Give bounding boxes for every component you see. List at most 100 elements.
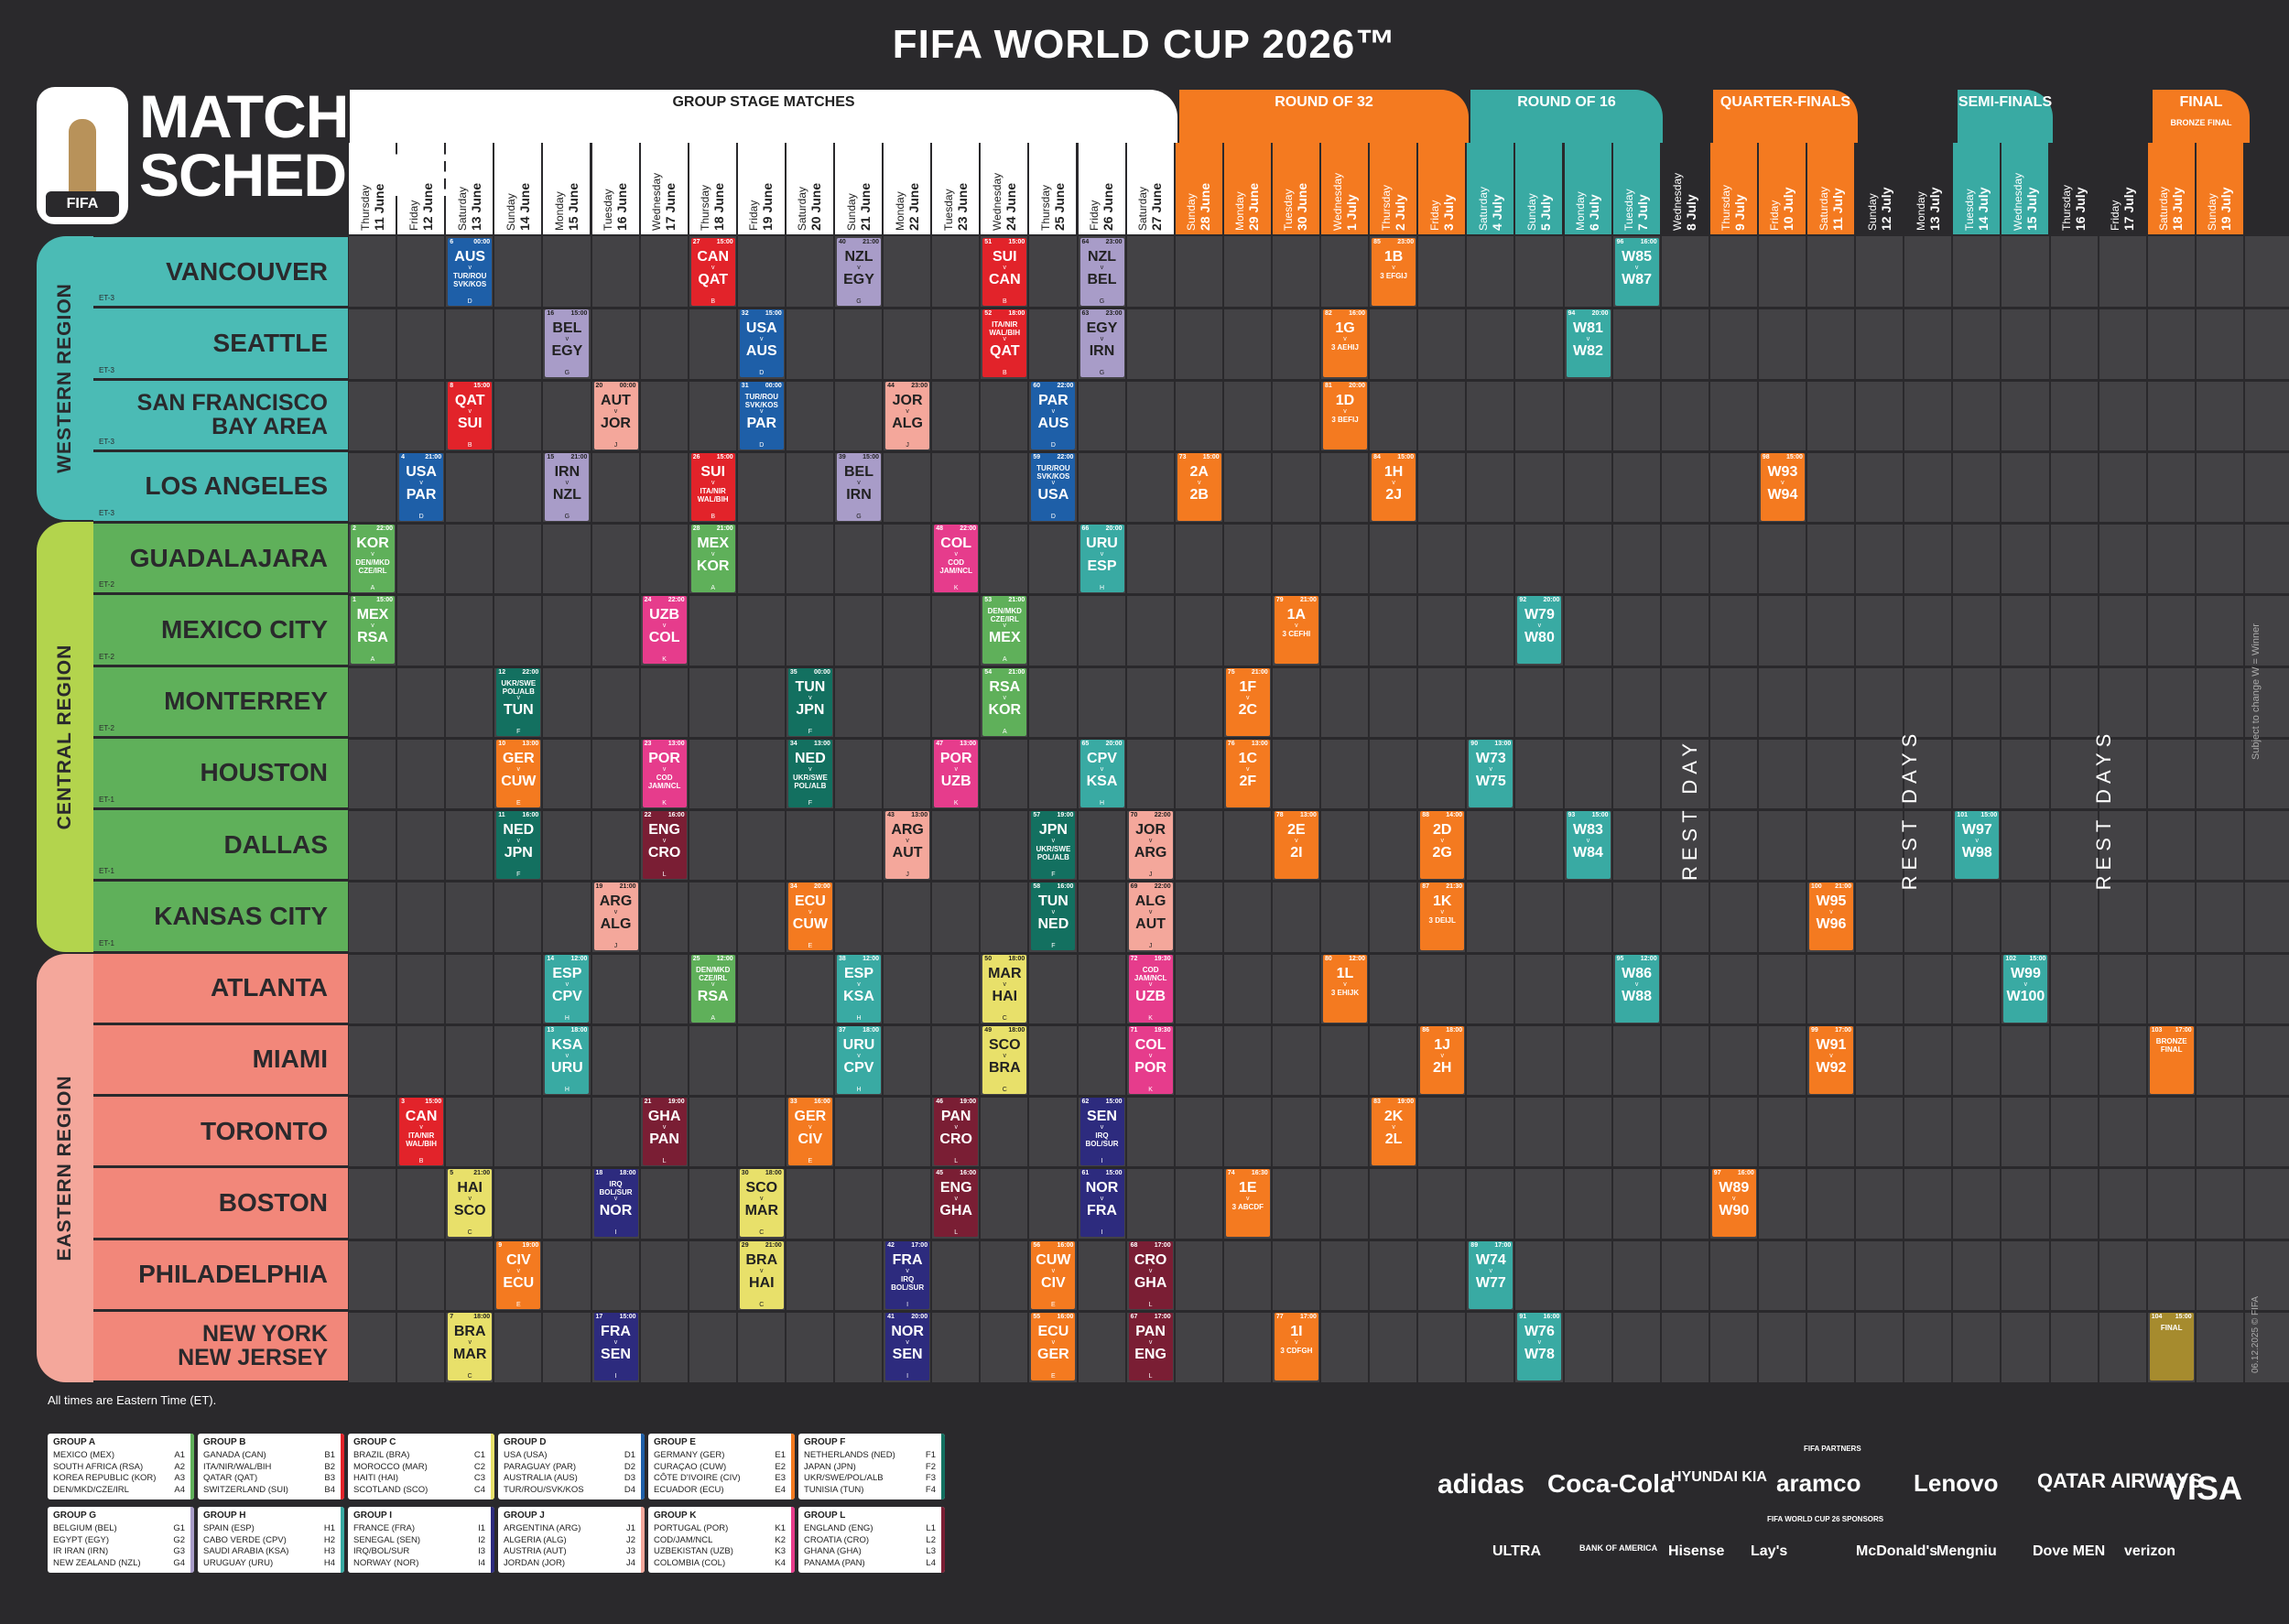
- match-cell[interactable]: 43 13:00 ARG v AUT J: [885, 811, 930, 879]
- match-cell[interactable]: 86 18:00 1J v 2H: [1420, 1025, 1465, 1094]
- match-cell[interactable]: 68 17:00 CRO v GHA L: [1128, 1240, 1173, 1309]
- match-cell[interactable]: 5 21:00 HAI v SCO C: [448, 1169, 493, 1238]
- match-cell[interactable]: 55 16:00 ECU v GER E: [1031, 1312, 1076, 1380]
- match-cell[interactable]: 40 21:00 NZL v EGY G: [837, 238, 881, 306]
- match-cell[interactable]: 4 21:00 USA v PAR D: [399, 452, 444, 521]
- match-cell[interactable]: 75 21:00 1F v 2C: [1225, 667, 1270, 736]
- match-cell[interactable]: 56 16:00 CUW v CIV E: [1031, 1240, 1076, 1309]
- match-cell[interactable]: 69 22:00 ALG v AUT J: [1128, 882, 1173, 951]
- match-cell[interactable]: 16 15:00 BEL v EGY G: [545, 309, 590, 378]
- match-cell[interactable]: 62 15:00 SEN v IRQ BOL/SUR I: [1079, 1098, 1124, 1165]
- match-cell[interactable]: 19 21:00 ARG v ALG J: [593, 882, 638, 951]
- match-cell[interactable]: 71 19:30 COL v POR K: [1128, 1025, 1173, 1094]
- match-cell[interactable]: 95 12:00 W86 v W88: [1614, 954, 1659, 1023]
- match-cell[interactable]: 27 15:00 CAN v QAT B: [690, 238, 735, 306]
- match-cell[interactable]: 2 22:00 KOR v DEN/MKD CZE/IRL A: [351, 525, 395, 592]
- match-cell[interactable]: 82 16:00 1G v 3 AEHIJ: [1323, 309, 1367, 378]
- match-cell[interactable]: 39 15:00 BEL v IRN G: [837, 452, 881, 521]
- match-cell[interactable]: 37 18:00 URU v CPV H: [837, 1025, 881, 1094]
- match-cell[interactable]: 64 23:00 NZL v BEL G: [1079, 238, 1124, 306]
- match-cell[interactable]: 31 00:00 TUR/ROU SVK/KOS v PAR D: [739, 381, 784, 449]
- match-cell[interactable]: 21 19:00 GHA v PAN L: [642, 1098, 687, 1165]
- match-cell[interactable]: 74 16:30 1E v 3 ABCDF: [1225, 1169, 1270, 1238]
- match-cell[interactable]: 90 13:00 W73 v W75: [1469, 739, 1513, 807]
- match-cell[interactable]: 51 15:00 SUI v CAN B: [982, 238, 1027, 306]
- match-cell[interactable]: 100 21:00 W95 v W96: [1809, 882, 1853, 951]
- match-cell[interactable]: 98 15:00 W93 v W94: [1760, 452, 1805, 521]
- match-cell[interactable]: 85 23:00 1B v 3 EFGIJ: [1372, 238, 1416, 306]
- match-cell[interactable]: 73 15:00 2A v 2B: [1177, 452, 1221, 521]
- match-cell[interactable]: 93 15:00 W83 v W84: [1566, 811, 1611, 879]
- match-cell[interactable]: 66 20:00 URU v ESP H: [1079, 525, 1124, 592]
- match-cell[interactable]: 45 16:00 ENG v GHA L: [934, 1169, 979, 1238]
- match-cell[interactable]: 101 15:00 W97 v W98: [1955, 811, 2000, 879]
- match-cell[interactable]: 38 12:00 ESP v KSA H: [837, 954, 881, 1023]
- match-cell[interactable]: 3 15:00 CAN v ITA/NIR WAL/BIH B: [399, 1098, 444, 1165]
- match-cell[interactable]: 94 20:00 W81 v W82: [1566, 309, 1611, 378]
- match-cell[interactable]: 50 18:00 MAR v HAI C: [982, 954, 1027, 1023]
- match-cell[interactable]: 88 14:00 2D v 2G: [1420, 811, 1465, 879]
- match-cell[interactable]: 63 23:00 EGY v IRN G: [1079, 309, 1124, 378]
- match-cell[interactable]: 8 15:00 QAT v SUI B: [448, 381, 493, 449]
- match-cell[interactable]: 20 00:00 AUT v JOR J: [593, 381, 638, 449]
- match-cell[interactable]: 12 22:00 UKR/SWE POL/ALB v TUN F: [496, 667, 541, 736]
- match-cell[interactable]: 28 21:00 MEX v KOR A: [690, 525, 735, 592]
- match-cell[interactable]: 23 13:00 POR v COD JAM/NCL K: [642, 739, 687, 807]
- match-cell[interactable]: 92 20:00 W79 v W80: [1517, 596, 1562, 665]
- match-cell[interactable]: 76 13:00 1C v 2F: [1225, 739, 1270, 807]
- match-cell[interactable]: 35 00:00 TUN v JPN F: [787, 667, 832, 736]
- match-cell[interactable]: 60 22:00 PAR v AUS D: [1031, 381, 1076, 449]
- match-cell[interactable]: 65 20:00 CPV v KSA H: [1079, 739, 1124, 807]
- match-cell[interactable]: 83 19:00 2K v 2L: [1372, 1098, 1416, 1165]
- match-cell[interactable]: 6 00:00 AUS v TUR/ROU SVK/KOS D: [448, 238, 493, 306]
- match-cell[interactable]: 11 16:00 NED v JPN F: [496, 811, 541, 879]
- match-cell[interactable]: 10 13:00 GER v CUW E: [496, 739, 541, 807]
- match-cell[interactable]: 15 21:00 IRN v NZL G: [545, 452, 590, 521]
- match-cell[interactable]: 72 19:30 COD JAM/NCL v UZB K: [1128, 954, 1173, 1023]
- match-cell[interactable]: 80 12:00 1L v 3 EHIJK: [1323, 954, 1367, 1023]
- match-cell[interactable]: 49 18:00 SCO v BRA C: [982, 1025, 1027, 1094]
- match-cell[interactable]: 67 17:00 PAN v ENG L: [1128, 1312, 1173, 1380]
- match-cell[interactable]: 7 18:00 BRA v MAR C: [448, 1312, 493, 1380]
- match-cell[interactable]: 18 18:00 IRQ BOL/SUR v NOR I: [593, 1169, 638, 1238]
- match-cell[interactable]: 34 13:00 NED v UKR/SWE POL/ALB F: [787, 739, 832, 807]
- match-cell[interactable]: 44 23:00 JOR v ALG J: [885, 381, 930, 449]
- match-cell[interactable]: 97 16:00 W89 v W90: [1711, 1169, 1756, 1238]
- match-cell[interactable]: 96 16:00 W85 v W87: [1614, 238, 1659, 306]
- match-cell[interactable]: 24 22:00 UZB v COL K: [642, 596, 687, 665]
- match-cell[interactable]: 53 21:00 DEN/MKD CZE/IRL v MEX A: [982, 596, 1027, 665]
- match-cell[interactable]: 79 21:00 1A v 3 CEFHI: [1274, 596, 1318, 665]
- match-cell[interactable]: 17 15:00 FRA v SEN I: [593, 1312, 638, 1380]
- match-cell[interactable]: 25 12:00 DEN/MKD CZE/IRL v RSA A: [690, 954, 735, 1023]
- match-cell[interactable]: 33 16:00 GER v CIV E: [787, 1098, 832, 1165]
- match-cell[interactable]: 91 16:00 W76 v W78: [1517, 1312, 1562, 1380]
- match-cell[interactable]: 13 18:00 KSA v URU H: [545, 1025, 590, 1094]
- match-cell[interactable]: 48 22:00 COL v COD JAM/NCL K: [934, 525, 979, 592]
- match-cell[interactable]: 30 18:00 SCO v MAR C: [739, 1169, 784, 1238]
- match-cell[interactable]: 9 19:00 CIV v ECU E: [496, 1240, 541, 1309]
- match-cell[interactable]: 1 15:00 MEX v RSA A: [351, 596, 395, 665]
- match-cell[interactable]: 102 15:00 W99 v W100: [2003, 954, 2048, 1023]
- match-cell[interactable]: 32 15:00 USA v AUS D: [739, 309, 784, 378]
- match-cell[interactable]: 29 21:00 BRA v HAI C: [739, 1240, 784, 1309]
- match-cell[interactable]: 54 21:00 RSA v KOR A: [982, 667, 1027, 736]
- match-cell[interactable]: 81 20:00 1D v 3 BEFIJ: [1323, 381, 1367, 449]
- match-cell[interactable]: 22 16:00 ENG v CRO L: [642, 811, 687, 879]
- match-cell[interactable]: 104 15:00 FINAL: [2149, 1312, 2194, 1380]
- match-cell[interactable]: 42 17:00 FRA v IRQ BOL/SUR I: [885, 1240, 930, 1309]
- match-cell[interactable]: 41 20:00 NOR v SEN I: [885, 1312, 930, 1380]
- match-cell[interactable]: 34 20:00 ECU v CUW E: [787, 882, 832, 951]
- match-cell[interactable]: 14 12:00 ESP v CPV H: [545, 954, 590, 1023]
- match-cell[interactable]: 57 19:00 JPN v UKR/SWE POL/ALB F: [1031, 811, 1076, 879]
- match-cell[interactable]: 87 21:30 1K v 3 DEIJL: [1420, 882, 1465, 951]
- match-cell[interactable]: 70 22:00 JOR v ARG J: [1128, 811, 1173, 879]
- match-cell[interactable]: 99 17:00 W91 v W92: [1809, 1025, 1853, 1094]
- match-cell[interactable]: 89 17:00 W74 v W77: [1469, 1240, 1513, 1309]
- match-cell[interactable]: 84 15:00 1H v 2J: [1372, 452, 1416, 521]
- match-cell[interactable]: 47 13:00 POR v UZB K: [934, 739, 979, 807]
- match-cell[interactable]: 77 17:00 1I v 3 CDFGH: [1274, 1312, 1318, 1380]
- match-cell[interactable]: 103 17:00 BRONZE FINAL: [2149, 1025, 2194, 1094]
- match-cell[interactable]: 26 15:00 SUI v ITA/NIR WAL/BIH B: [690, 452, 735, 521]
- match-cell[interactable]: 61 15:00 NOR v FRA I: [1079, 1169, 1124, 1238]
- match-cell[interactable]: 46 19:00 PAN v CRO L: [934, 1098, 979, 1165]
